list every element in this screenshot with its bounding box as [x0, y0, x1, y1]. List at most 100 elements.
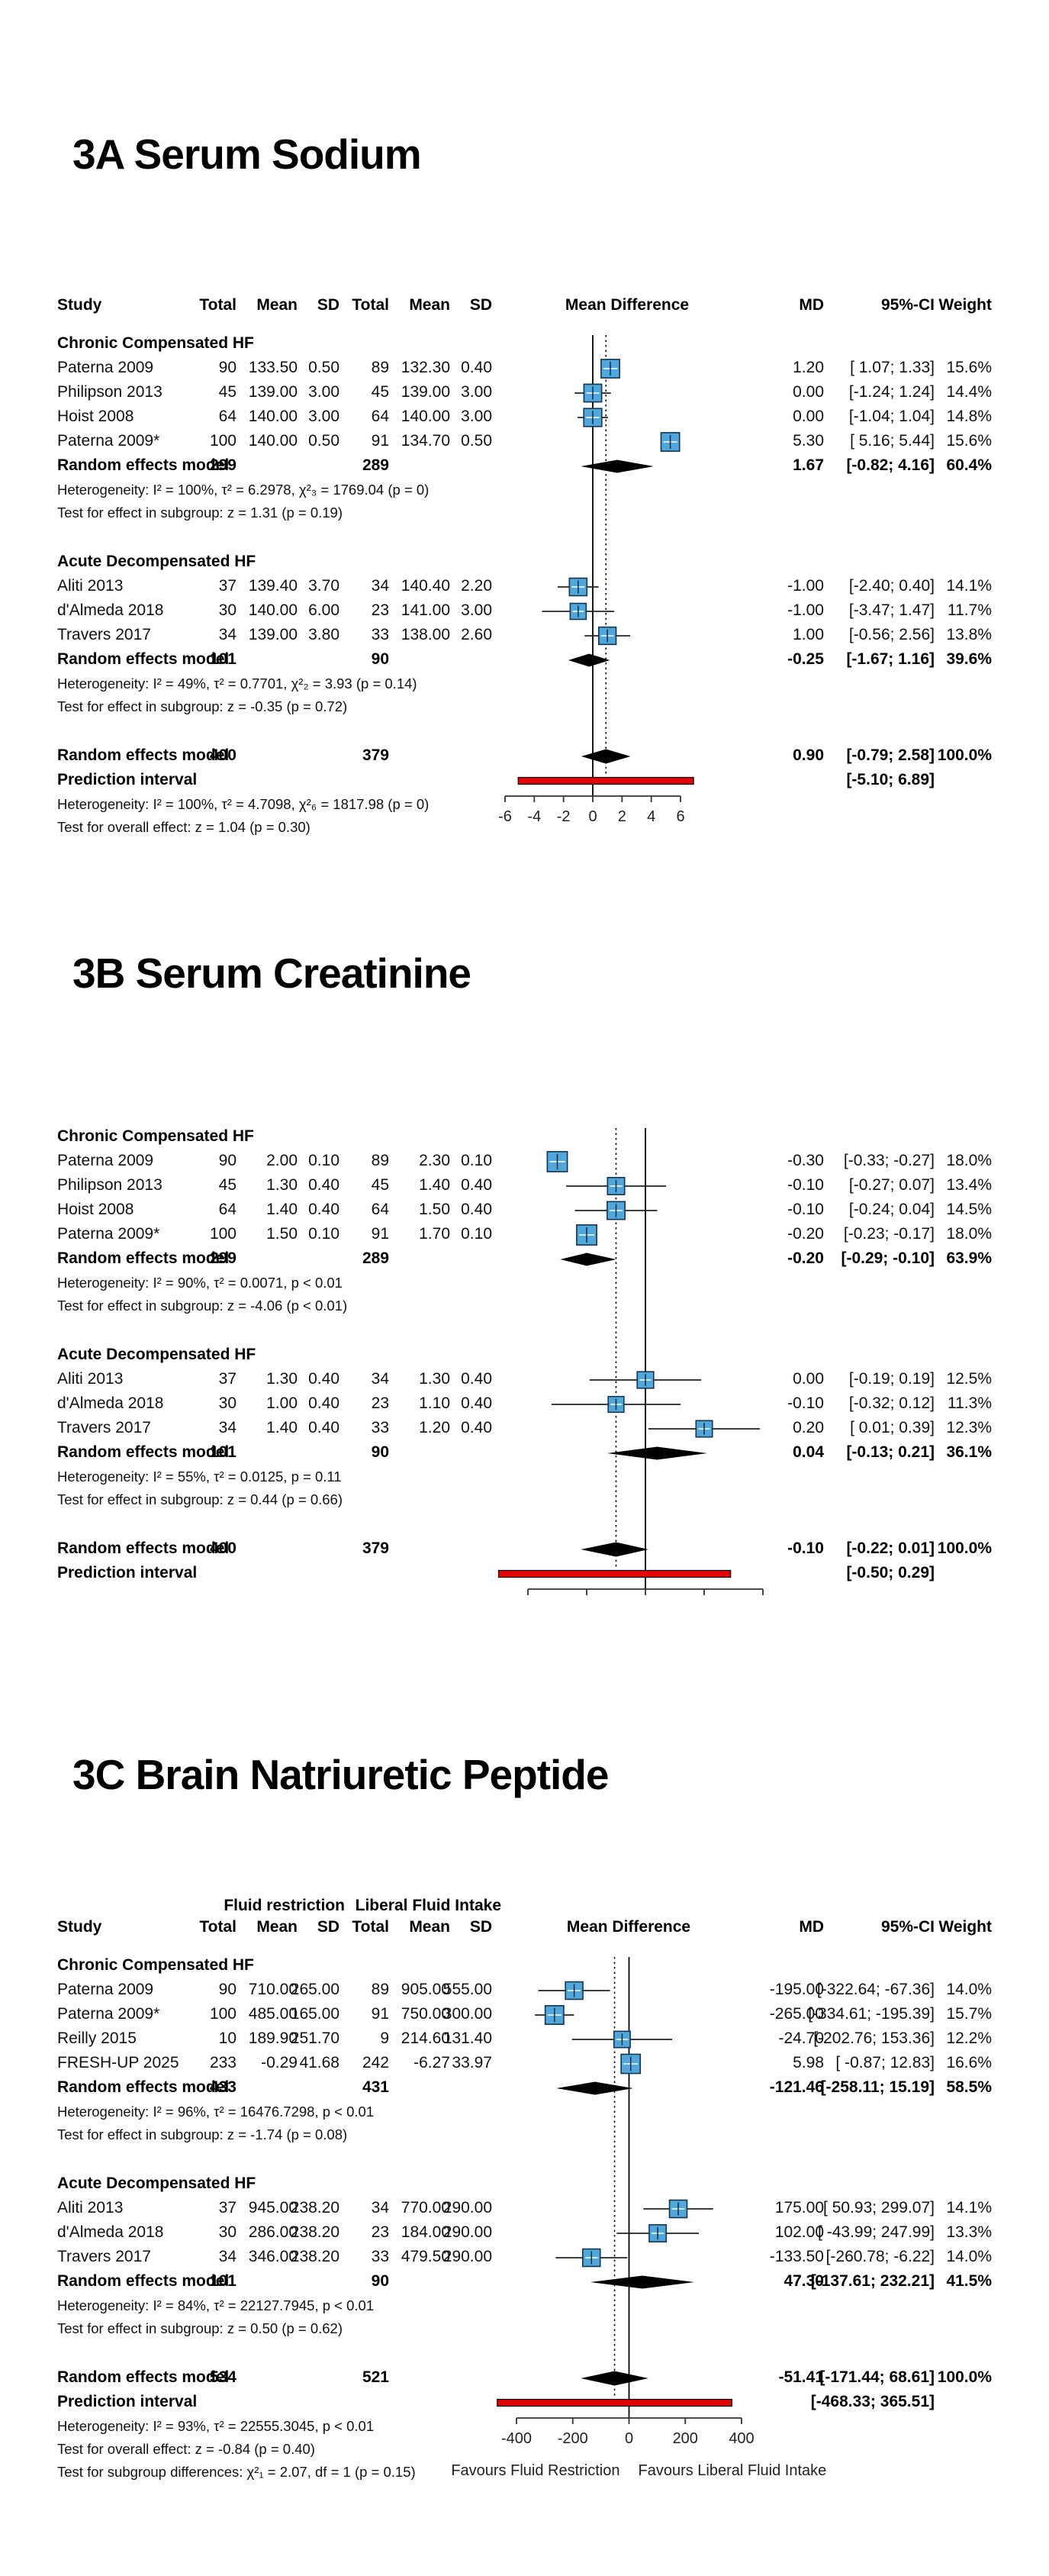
pooled-weight-cell: 58.5%	[946, 2078, 992, 2096]
axis-tick-label: 0	[624, 2430, 634, 2447]
sd1-cell: 251.70	[290, 2030, 339, 2047]
pooled-md-cell: -51.41	[778, 2368, 824, 2386]
sd2-cell: 0.40	[461, 1419, 492, 1436]
subgroup-label: Acute Decompensated HF	[57, 2175, 256, 2192]
study-label: d'Almeda 2018	[57, 1394, 164, 1412]
md-cell: 0.00	[793, 383, 824, 401]
md-cell: 102.00	[774, 2223, 824, 2241]
study-label: Aliti 2013	[57, 1370, 124, 1388]
md-cell: -1.00	[787, 577, 824, 595]
mean1-cell: 346.00	[248, 2248, 298, 2265]
pooled-weight-cell: 39.6%	[946, 650, 992, 668]
subgroup-diamond	[581, 459, 654, 473]
pooled-ci-cell: [-137.61; 232.21]	[810, 2272, 935, 2290]
weight-cell: 12.3%	[946, 1419, 992, 1436]
ci-cell: [-202.76; 153.36]	[813, 2030, 935, 2047]
heterogeneity-text: Heterogeneity: I² = 49%, τ² = 0.7701, χ²…	[57, 675, 417, 692]
ci-cell: [ 50.93; 299.07]	[823, 2199, 935, 2217]
md-cell: 0.20	[793, 1419, 824, 1436]
column-header-total1: Total	[199, 296, 237, 314]
weight-cell: 15.6%	[946, 359, 992, 376]
study-marker-square	[600, 359, 620, 379]
mean2-cell: 140.00	[401, 408, 450, 425]
pooled-md-cell: 0.04	[793, 1443, 824, 1461]
prediction-interval-bar	[497, 1569, 732, 1578]
md-cell: -0.20	[787, 1225, 824, 1243]
weight-cell: 14.0%	[946, 2248, 992, 2265]
pooled-total1-cell: 101	[209, 650, 237, 668]
pooled-md-cell: 1.67	[793, 456, 824, 474]
ci-cell: [ -43.99; 247.99]	[818, 2223, 935, 2241]
study-label: Paterna 2009	[57, 1981, 154, 1998]
mean2-cell: 1.70	[419, 1225, 450, 1243]
total1-cell: 64	[218, 1201, 237, 1218]
study-label: Paterna 2009	[57, 359, 154, 376]
sd1-cell: 0.40	[308, 1370, 339, 1388]
sd2-cell: 0.40	[461, 1201, 492, 1218]
weight-cell: 13.8%	[946, 626, 992, 643]
study-label: Philipson 2013	[57, 1176, 162, 1194]
axis-tick-label: -6	[498, 808, 512, 825]
mean1-cell: 139.40	[248, 577, 298, 595]
study-marker-square	[568, 577, 588, 597]
md-cell: 1.20	[793, 359, 824, 376]
sd1-cell: 0.40	[308, 1176, 339, 1194]
study-marker-square	[607, 1201, 626, 1220]
mean1-cell: 189.90	[248, 2030, 298, 2047]
md-cell: -133.50	[769, 2248, 824, 2265]
column-header-study: Study	[57, 296, 102, 314]
pooled-md-cell: -0.20	[787, 1249, 824, 1267]
pooled-weight-cell: 63.9%	[946, 1249, 992, 1267]
axis-tick-label: 400	[729, 2430, 755, 2447]
pooled-total1-cell: 101	[209, 2272, 237, 2290]
mean2-cell: -6.27	[413, 2054, 450, 2071]
study-marker-square	[569, 602, 587, 621]
total1-cell: 100	[209, 432, 237, 450]
sd2-cell: 3.00	[461, 601, 492, 619]
mean2-cell: 1.20	[419, 1419, 450, 1436]
heterogeneity-text: Heterogeneity: I² = 96%, τ² = 16476.7298…	[57, 2104, 375, 2120]
sd2-cell: 2.20	[461, 577, 492, 595]
mean2-cell: 132.30	[401, 359, 450, 376]
sd1-cell: 238.20	[290, 2199, 339, 2217]
study-marker-square	[636, 1371, 655, 1389]
total2-cell: 64	[371, 1201, 389, 1218]
subgroup-diamond	[607, 1446, 707, 1460]
pooled-total2-cell: 90	[371, 2272, 389, 2290]
effect-test-text: Test for effect in subgroup: z = -1.74 (…	[57, 2126, 348, 2142]
weight-cell: 11.7%	[948, 601, 992, 619]
study-label: Hoist 2008	[57, 408, 134, 425]
sd2-cell: 0.40	[461, 1394, 492, 1412]
md-cell: 1.00	[793, 626, 824, 643]
heterogeneity-text: Heterogeneity: I² = 84%, τ² = 22127.7945…	[57, 2297, 375, 2313]
total1-cell: 233	[209, 2054, 237, 2071]
sd2-cell: 3.00	[461, 383, 492, 401]
study-label: Travers 2017	[57, 2248, 151, 2265]
pooled-total2-cell: 90	[371, 1443, 389, 1461]
total1-cell: 34	[218, 2248, 237, 2265]
axis-tick-label: 200	[672, 2430, 698, 2447]
mean2-cell: 139.00	[401, 383, 450, 401]
weight-cell: 15.6%	[946, 432, 992, 450]
subgroup-pooled-label: Random effects model	[57, 1249, 230, 1267]
md-cell: 0.00	[793, 1370, 824, 1388]
pooled-md-cell: -0.10	[787, 1539, 824, 1557]
study-marker-square	[613, 2030, 631, 2049]
total2-cell: 242	[362, 2054, 389, 2071]
sd1-cell: 0.50	[308, 432, 339, 450]
ci-cell: [-0.56; 2.56]	[848, 626, 935, 643]
arm1-group-header: Fluid restriction	[224, 1897, 345, 1914]
sd2-cell: 0.50	[461, 432, 492, 450]
pooled-weight-cell: 100.0%	[937, 2368, 992, 2386]
total2-cell: 89	[371, 359, 389, 376]
mean1-cell: 140.00	[248, 601, 298, 619]
mean2-cell: 479.50	[401, 2248, 450, 2265]
pooled-total1-cell: 433	[209, 2078, 237, 2096]
study-marker-square	[620, 2053, 642, 2075]
mean2-cell: 1.30	[419, 1370, 450, 1388]
ci-cell: [-322.64; -67.36]	[816, 1981, 935, 1998]
md-cell: -0.30	[787, 1152, 824, 1169]
overall-diamond	[581, 749, 631, 764]
weight-cell: 14.5%	[946, 1201, 992, 1218]
pooled-ci-cell: [-0.29; -0.10]	[841, 1249, 935, 1267]
